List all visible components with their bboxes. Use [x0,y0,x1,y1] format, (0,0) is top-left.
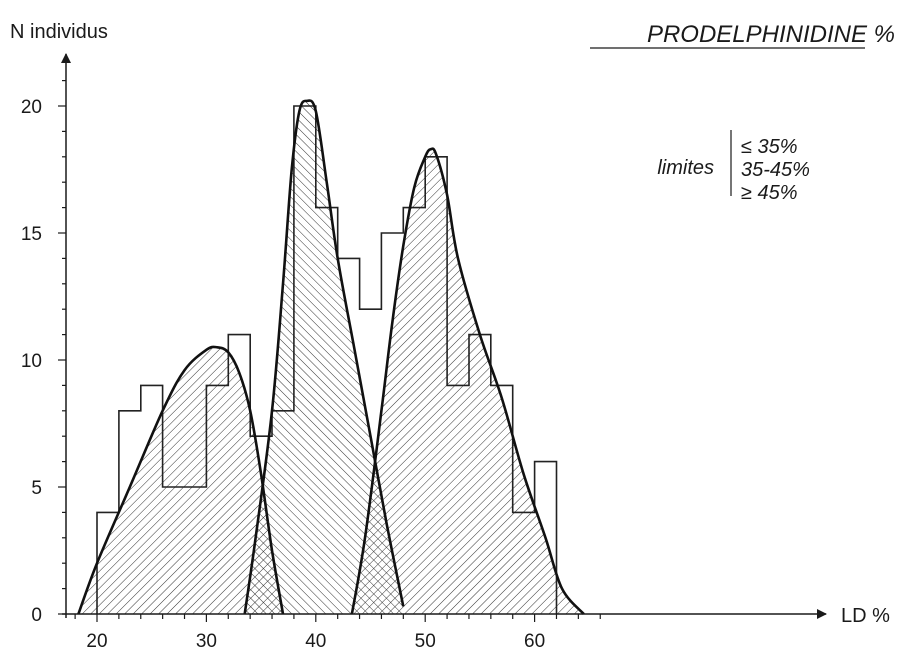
y-tick-label: 10 [21,351,42,372]
curve-fill-1 [78,346,284,614]
axis-ticks: 20 30 40 50 60 0 5 10 15 20 [21,79,601,652]
legend-entry-mid: 35-45% [741,159,810,181]
histogram-outline [96,105,558,614]
legend: limites ≤ 35% 35-45% ≥ 45% [657,130,810,204]
curve-35-45-line [243,99,405,615]
x-axis-label: LD % [841,605,890,627]
component-fills [78,100,584,615]
x-tick-label: 50 [415,631,436,652]
y-tick-label: 15 [21,224,42,245]
y-tick-label: 0 [31,605,42,626]
y-tick-label: 20 [21,97,42,118]
x-tick-label: 40 [305,631,326,652]
x-tick-label: 60 [524,631,545,652]
curve-35-line [77,345,285,615]
legend-entry-low: ≤ 35% [741,136,798,158]
legend-entry-high: ≥ 45% [741,182,798,204]
chart-title: PRODELPHINIDINE % [647,21,895,48]
x-tick-label: 20 [86,631,107,652]
y-tick-label: 5 [31,478,42,499]
curve-fill-2 [244,100,404,615]
y-axis-label: N individus [10,21,108,43]
curve-fill-3 [351,148,584,614]
x-tick-label: 30 [196,631,217,652]
histogram-bars [96,105,558,614]
component-curves [77,99,585,615]
curve-45-line [350,147,585,615]
legend-label: limites [657,157,714,179]
